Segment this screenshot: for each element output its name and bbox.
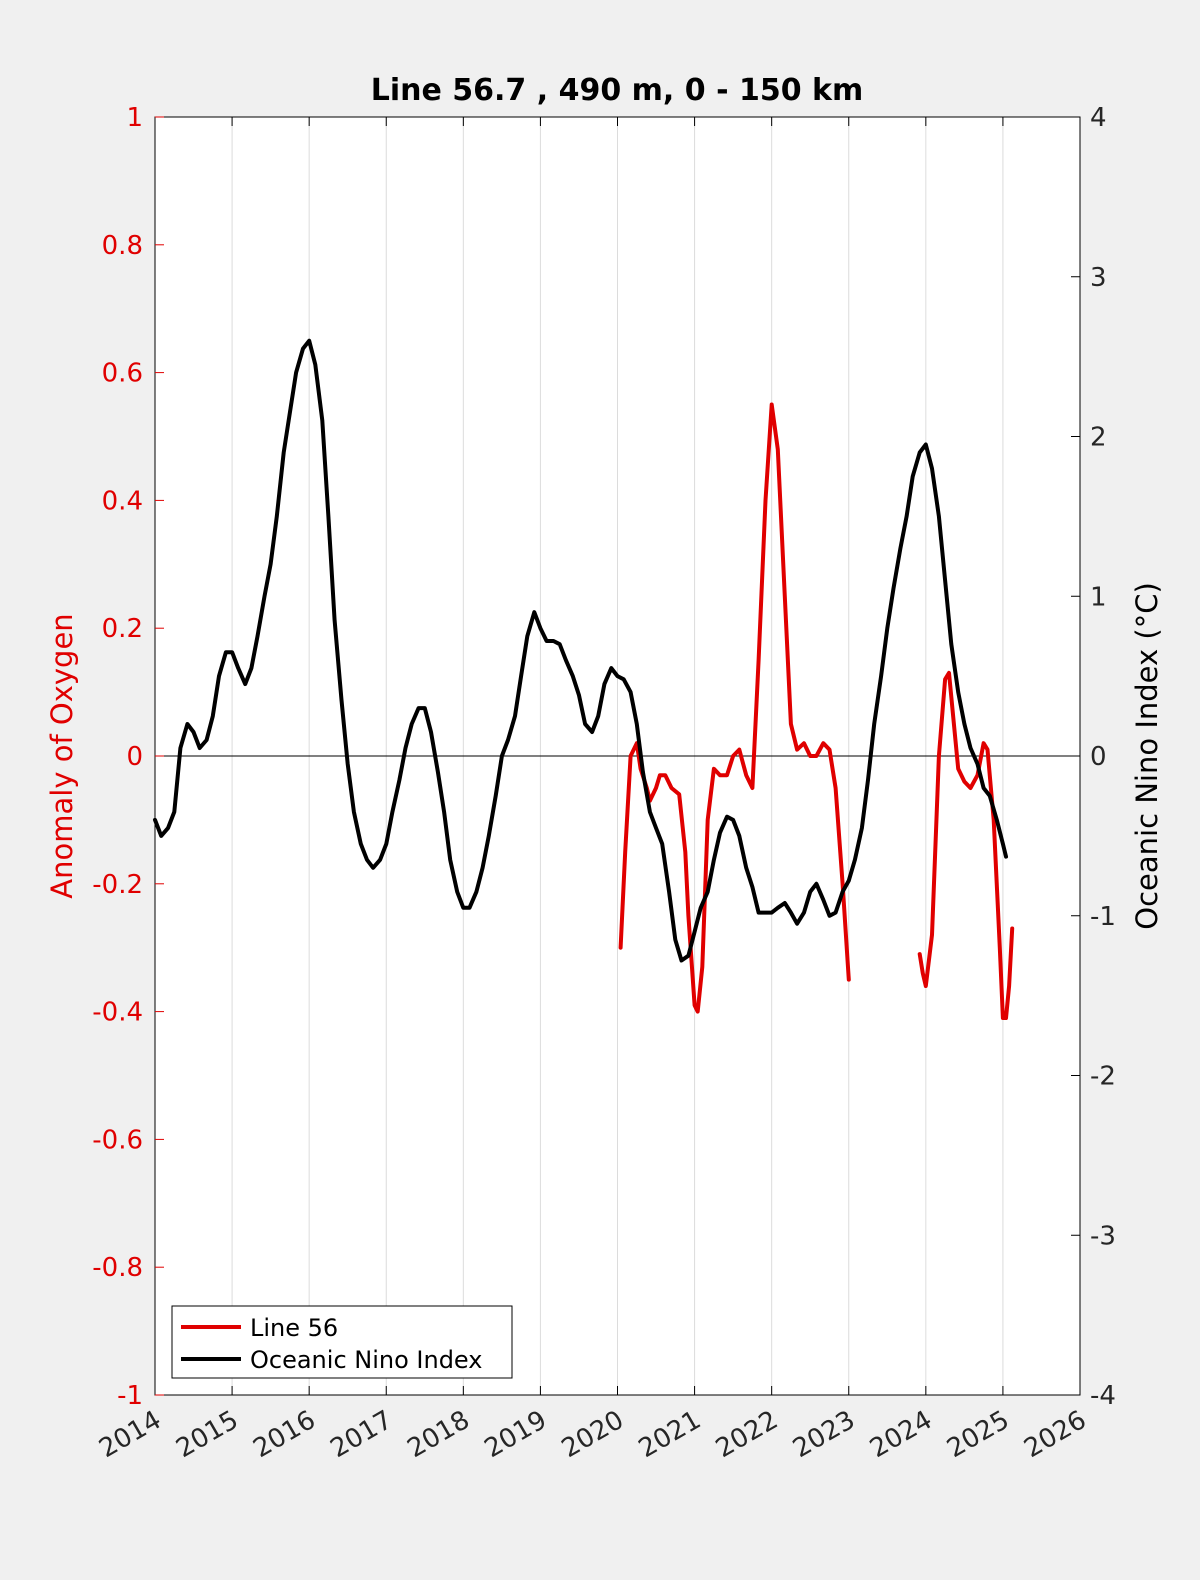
y-right-tick-label: -3 — [1090, 1221, 1116, 1251]
legend-label-line56: Line 56 — [250, 1314, 338, 1342]
series-line56-segment-1 — [917, 670, 1015, 1020]
y-right-tick-label: -1 — [1090, 902, 1116, 932]
series-layer — [153, 338, 1015, 1020]
y-left-axis-label: Anomaly of Oxygen — [45, 613, 79, 898]
y-left-tick-label: 0 — [126, 742, 143, 772]
y-left-tick-label: -0.8 — [92, 1253, 143, 1283]
legend-label-oni: Oceanic Nino Index — [250, 1346, 482, 1374]
y-right-axis-label: Oceanic Nino Index (°C) — [1130, 582, 1164, 930]
chart-title: Line 56.7 , 490 m, 0 - 150 km — [371, 73, 864, 108]
y-left-tick-label: -0.4 — [92, 998, 143, 1028]
legend: Line 56 Oceanic Nino Index — [171, 1305, 513, 1379]
y-left-tick-label: 0.2 — [102, 614, 143, 644]
series-line56-segment-0 — [618, 402, 851, 1014]
y-left-tick-label: 0.8 — [102, 231, 143, 261]
y-left-tick-label: 0.4 — [102, 486, 143, 516]
y-left-tick-label: 1 — [126, 103, 143, 133]
y-right-tick-label: -2 — [1090, 1062, 1116, 1092]
y-left-tick-label: -1 — [117, 1381, 143, 1411]
legend-box — [171, 1305, 513, 1379]
y-left-tick-label: -0.6 — [92, 1125, 143, 1155]
y-right-tick-label: -4 — [1090, 1381, 1116, 1411]
y-right-tick-label: 4 — [1090, 103, 1107, 133]
y-left-tick-label: 0.6 — [102, 359, 143, 389]
y-right-tick-label: 2 — [1090, 423, 1107, 453]
series-oni-line-segment-0 — [153, 338, 1008, 963]
y-right-tick-label: 1 — [1090, 582, 1107, 612]
y-right-tick-label: 0 — [1090, 742, 1107, 772]
y-left-tick-label: -0.2 — [92, 870, 143, 900]
y-right-tick-label: 3 — [1090, 263, 1107, 293]
